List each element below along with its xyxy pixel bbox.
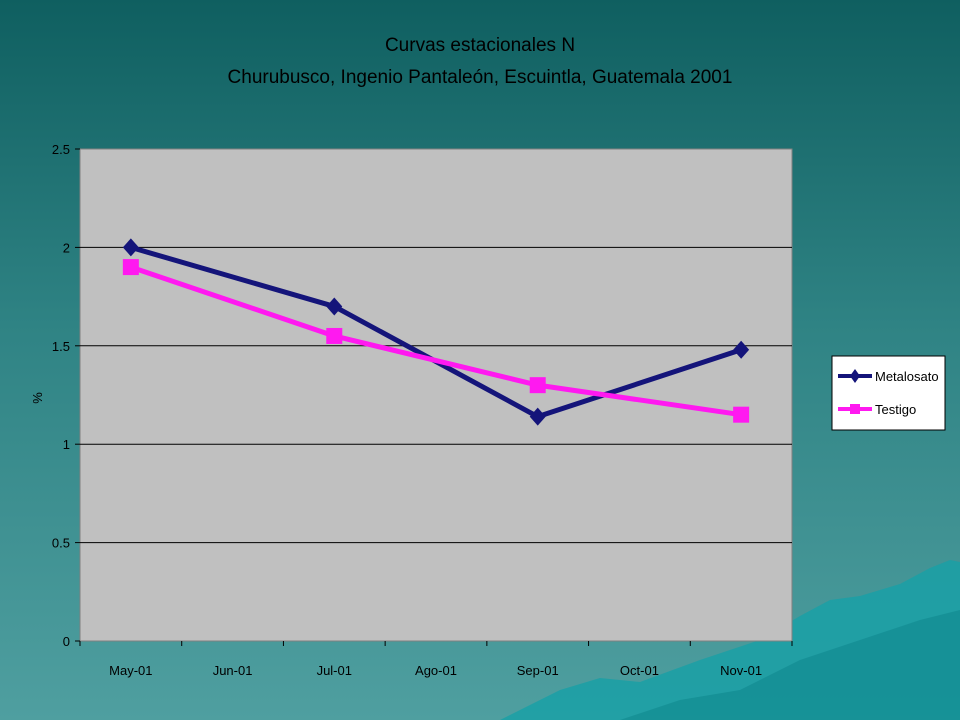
x-tick-label: Jul-01 <box>317 663 352 678</box>
y-axis-label: % <box>30 392 45 404</box>
x-tick-label: Jun-01 <box>213 663 253 678</box>
series-layer <box>122 238 750 426</box>
chart-title: Curvas estacionales N <box>385 35 575 56</box>
chart-subtitle: Churubusco, Ingenio Pantaleón, Escuintla… <box>228 67 733 88</box>
data-point-metalosato <box>733 340 750 359</box>
series-line-testigo <box>130 264 742 418</box>
legend: Metalosato Testigo <box>831 355 946 431</box>
data-point-testigo <box>326 327 343 344</box>
y-axis-ticks: 0 0.5 1 1.5 2 2.5 <box>52 142 80 649</box>
y-tick-label: 1.5 <box>52 339 70 354</box>
data-point-testigo <box>122 259 139 276</box>
y-tick-label: 1 <box>63 437 70 452</box>
legend-label-metalosato: Metalosato <box>875 369 939 384</box>
legend-label-testigo: Testigo <box>875 402 916 417</box>
gridlines <box>80 246 792 544</box>
x-tick-label: Ago-01 <box>415 663 457 678</box>
x-tick-label: Oct-01 <box>620 663 659 678</box>
y-tick-label: 2 <box>63 240 70 255</box>
plot-area <box>79 148 793 642</box>
x-tick-label: May-01 <box>109 663 152 678</box>
data-point-testigo <box>529 377 546 394</box>
data-point-metalosato <box>122 238 139 257</box>
legend-marker-testigo <box>850 404 860 414</box>
x-axis-ticks: May-01 Jun-01 Jul-01 Ago-01 Sep-01 Oct-01 Nov-… <box>79 641 793 678</box>
data-point-metalosato <box>529 407 546 426</box>
mountain-shadow <box>620 610 960 720</box>
data-point-testigo <box>733 406 750 423</box>
legend-marker-metalosato <box>850 369 860 383</box>
x-tick-label: Nov-01 <box>720 663 762 678</box>
x-tick-label: Sep-01 <box>517 663 559 678</box>
y-tick-label: 0 <box>63 634 70 649</box>
y-tick-label: 0.5 <box>52 536 70 551</box>
data-point-metalosato <box>326 297 343 316</box>
y-tick-label: 2.5 <box>52 142 70 157</box>
legend-box <box>831 355 946 431</box>
